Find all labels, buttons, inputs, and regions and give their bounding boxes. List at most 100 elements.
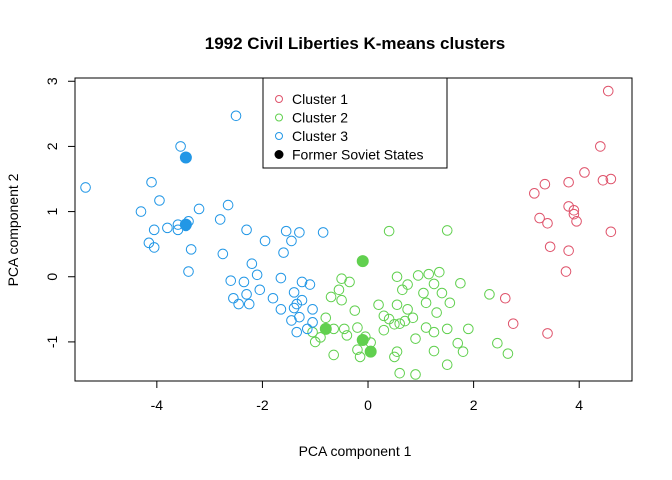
cluster-point <box>275 272 287 284</box>
cluster-point <box>325 291 337 303</box>
cluster-point <box>455 277 466 289</box>
cluster-point <box>243 298 255 310</box>
cluster-point <box>333 284 345 296</box>
cluster-point <box>394 367 405 379</box>
cluster-point <box>294 227 305 238</box>
cluster-point <box>602 85 614 97</box>
cluster-point <box>344 276 355 288</box>
cluster-point <box>418 287 429 299</box>
cluster-point <box>542 328 553 339</box>
cluster-point <box>320 312 332 324</box>
cluster-point <box>251 269 263 281</box>
cluster-point <box>304 279 316 290</box>
cluster-point <box>605 173 617 185</box>
cluster-point <box>420 297 432 309</box>
cluster-point <box>230 110 242 122</box>
cluster-point <box>383 225 395 237</box>
cluster-point <box>542 218 553 229</box>
cluster-point <box>378 310 390 322</box>
cluster-point <box>394 318 405 329</box>
cluster-point <box>391 299 403 311</box>
cluster-point <box>286 315 297 326</box>
cluster-point <box>254 284 266 296</box>
cluster-point <box>296 294 308 306</box>
cluster-point <box>507 318 519 329</box>
cluster-point <box>595 141 606 152</box>
legend-box <box>262 77 448 169</box>
cluster-point <box>563 245 574 256</box>
cluster-point <box>389 319 400 330</box>
y-tick-label: 3 <box>44 77 60 85</box>
cluster-point <box>341 330 353 341</box>
cluster-point <box>428 278 440 290</box>
x-tick-label: -4 <box>151 397 164 413</box>
legend-marker <box>275 113 283 122</box>
cluster-point <box>579 167 590 178</box>
cluster-point <box>423 268 435 280</box>
cluster-point <box>463 323 474 335</box>
cluster-point <box>563 201 574 212</box>
cluster-point <box>391 271 403 283</box>
cluster-point <box>420 322 432 333</box>
cluster-point <box>291 326 303 338</box>
cluster-point <box>529 188 540 199</box>
cluster-point <box>238 276 250 288</box>
cluster-point <box>162 222 173 234</box>
y-tick-label: 0 <box>44 273 60 281</box>
cluster-point <box>267 292 279 304</box>
cluster-point <box>402 279 413 290</box>
cluster-point <box>412 270 424 281</box>
cluster-point <box>444 297 456 309</box>
cluster-point <box>217 248 229 260</box>
cluster-point <box>378 324 390 336</box>
legend-marker <box>275 95 283 103</box>
cluster-point <box>288 287 300 298</box>
cluster-point <box>154 195 165 206</box>
cluster-point <box>288 302 300 314</box>
cluster-point <box>407 312 419 324</box>
cluster-point <box>436 287 448 299</box>
cluster-point <box>307 304 318 315</box>
cluster-point <box>428 345 440 357</box>
cluster-point <box>484 289 495 300</box>
cluster-point <box>278 247 289 258</box>
cluster-point <box>222 199 234 211</box>
cluster-point <box>391 346 403 357</box>
cluster-point <box>349 305 361 316</box>
cluster-point <box>389 351 400 363</box>
soviet-state-point <box>356 255 369 268</box>
legend-label: Former Soviet States <box>292 147 424 163</box>
cluster-point <box>457 346 469 357</box>
chart-title: 1992 Civil Liberties K-means clusters <box>205 34 505 53</box>
cluster-point <box>275 304 287 315</box>
x-tick-label: 4 <box>575 397 583 413</box>
cluster-point <box>410 333 421 344</box>
cluster-point <box>280 225 292 237</box>
cluster-point <box>605 226 617 238</box>
y-tick-label: 1 <box>44 207 60 215</box>
cluster-point <box>309 336 321 348</box>
cluster-point <box>233 298 244 310</box>
cluster-point <box>499 292 511 304</box>
cluster-point <box>560 266 572 277</box>
cluster-point <box>148 224 160 236</box>
cluster-point <box>354 351 366 363</box>
cluster-point <box>307 317 318 328</box>
cluster-point <box>492 337 503 349</box>
cluster-point <box>441 225 453 236</box>
cluster-point <box>185 244 197 255</box>
x-tick-label: 2 <box>470 397 478 413</box>
cluster-point <box>452 337 464 349</box>
cluster-point <box>431 307 442 318</box>
legend-label: Cluster 1 <box>292 91 348 107</box>
legend-label: Cluster 2 <box>292 110 348 126</box>
cluster-point <box>296 276 308 288</box>
cluster-point <box>80 182 91 193</box>
x-tick-label: -2 <box>256 397 269 413</box>
cluster-point <box>241 289 252 300</box>
y-axis-label: PCA component 2 <box>5 173 21 286</box>
legend: Cluster 1 Cluster 2 Cluster 3 Former Soviet… <box>262 77 448 169</box>
x-axis: -4 -2 0 2 4 <box>151 380 583 413</box>
cluster-point <box>317 227 329 238</box>
